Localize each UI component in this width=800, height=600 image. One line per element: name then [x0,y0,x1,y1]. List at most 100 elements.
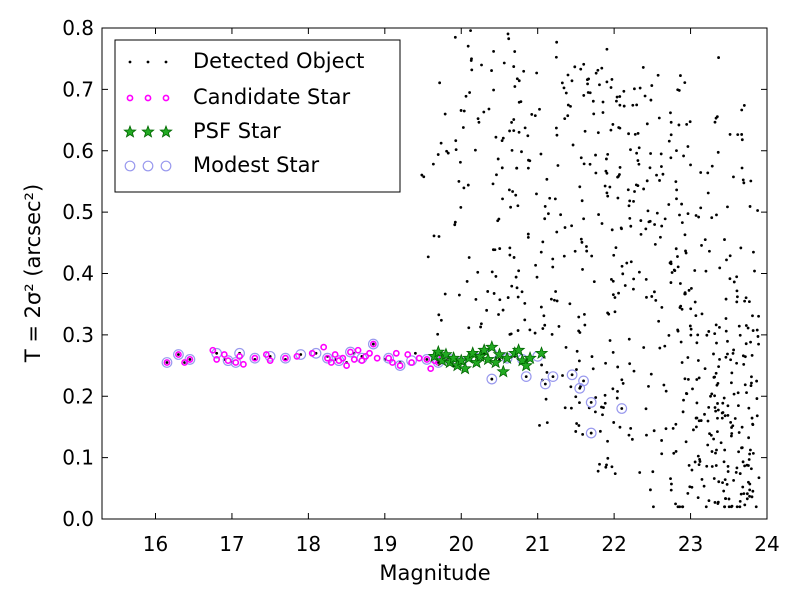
detected-point [740,133,744,136]
detected-point-31 [490,377,494,381]
detected-point [735,275,739,279]
detected-point [638,86,642,90]
detected-point [715,448,718,452]
detected-point [610,228,614,232]
detected-point [611,279,615,283]
detected-point [697,463,701,466]
detected-point [741,485,745,489]
detected-point [605,157,608,161]
detected-point [714,451,717,455]
detected-point [566,103,570,107]
detected-point [656,73,660,77]
detected-point [658,179,661,182]
detected-point [437,235,441,238]
detected-point [618,173,621,176]
star-point-14 [481,352,495,366]
detected-point [497,313,500,316]
detected-point [750,354,754,357]
detected-point [683,377,687,381]
detected-point [437,313,441,317]
detected-point [454,139,458,143]
detected-point [716,416,719,420]
legend-star-2 [159,124,173,138]
detected-point [560,81,564,85]
detected-point [660,452,664,456]
detected-point [699,206,703,210]
detected-point [742,104,746,107]
detected-point [742,492,746,496]
detected-point [720,411,724,415]
detected-point [751,329,755,332]
detected-point [637,162,641,166]
detected-point [606,194,610,198]
detected-point [633,190,636,193]
detected-point [611,387,615,391]
small-circle-point-1 [175,351,182,358]
star-point-23 [519,358,534,372]
detected-point [738,472,742,475]
detected-point [495,173,498,177]
detected-point [726,404,730,408]
detected-point [683,291,687,295]
detected-point [684,249,687,253]
detected-point [643,94,647,98]
open-circle-point-1 [173,349,184,360]
x-tick-label-3: 19 [372,532,397,556]
detected-point [523,126,527,130]
detected-point [669,281,673,284]
detected-point [636,184,640,187]
detected-point [637,270,641,274]
detected-point [641,66,645,69]
detected-point [566,73,570,77]
detected-point [675,188,679,192]
detected-point [728,133,732,136]
detected-point-27 [498,358,501,361]
detected-point [564,91,568,95]
detected-point [730,434,733,438]
detected-point [530,113,534,116]
detected-point [476,270,480,274]
detected-point [696,359,700,362]
detected-point [526,134,530,138]
detected-point [674,180,678,184]
detected-point [601,100,605,104]
detected-point [610,277,613,281]
detected-point [717,56,720,59]
open-circle-point-30 [520,371,532,383]
detected-point [708,432,711,435]
detected-point [590,355,594,358]
detected-point [687,463,691,467]
detected-point [682,154,685,158]
small-circle-point-0 [163,359,171,366]
detected-point [636,159,640,162]
detected-point [551,257,555,261]
y-tick-label-1: 0.1 [62,446,94,470]
small-circle-point-37 [408,359,415,366]
detected-point [487,107,491,111]
detected-point [621,272,625,276]
small-circle-point-23 [343,362,350,369]
detected-point [736,133,740,137]
detected-point [670,271,674,274]
y-axis: 0.0 0.1 0.2 0.3 0.4 0.5 0.6 0.7 0.8 [62,16,767,531]
small-circle-point-9 [236,352,243,360]
detected-point [698,460,702,463]
open-circle-point-35 [585,396,597,408]
detected-point [713,332,717,335]
detected-point [512,129,516,133]
detected-point [719,441,723,445]
detected-point [718,325,721,329]
detected-point [610,465,614,469]
y-tick-label-4: 0.4 [62,262,94,286]
detected-point [697,376,701,380]
detected-point [730,371,734,375]
detected-point [745,497,749,501]
detected-point [608,339,612,342]
small-circle-point-20 [331,351,339,358]
detected-point [690,468,694,472]
detected-point-35 [578,386,582,390]
small-circle-point-33 [389,359,396,366]
detected-point [685,392,689,396]
detected-point [517,79,521,83]
detected-point [639,219,643,222]
